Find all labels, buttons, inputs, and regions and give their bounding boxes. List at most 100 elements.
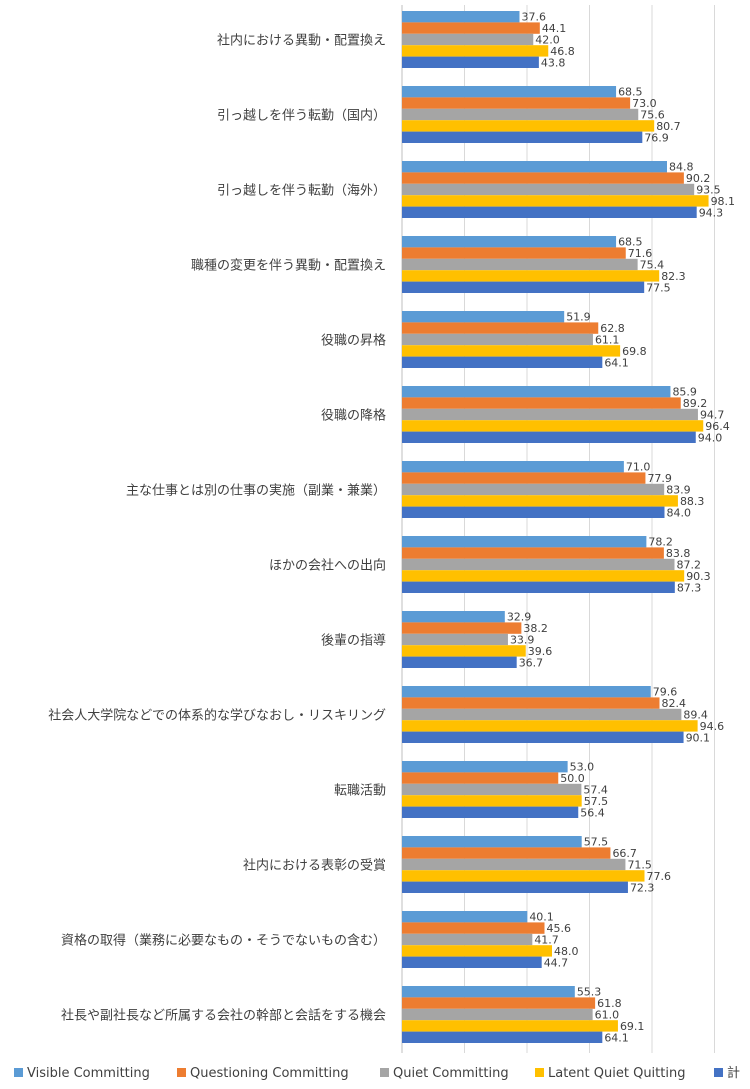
category-label: 役職の昇格 (321, 333, 386, 349)
bar (402, 11, 520, 23)
category-label: 社内における表彰の受賞 (243, 858, 386, 874)
bar (402, 720, 698, 732)
data-label: 84.0 (667, 506, 692, 519)
bar (402, 236, 617, 248)
data-label: 71.5 (627, 859, 652, 872)
data-label: 87.3 (677, 581, 702, 594)
bar (402, 558, 675, 571)
bar (402, 922, 545, 934)
bar (402, 858, 626, 871)
legend-label: Latent Quiet Quitting (548, 1066, 685, 1081)
bar (402, 33, 534, 46)
bar (402, 108, 639, 121)
data-label: 78.2 (648, 536, 673, 549)
bar (402, 183, 695, 196)
bar (402, 420, 704, 432)
data-label: 93.5 (696, 184, 721, 197)
bar (402, 997, 596, 1009)
data-label: 32.9 (507, 611, 532, 624)
bar (402, 258, 638, 271)
data-label: 89.2 (683, 397, 708, 410)
bar (402, 547, 664, 559)
data-label: 77.9 (647, 472, 672, 485)
bar (402, 206, 697, 218)
bar (402, 731, 684, 743)
category-label: 主な仕事とは別の仕事の実施（副業・兼業） (126, 483, 386, 499)
data-label: 88.3 (680, 495, 705, 508)
bar (402, 322, 599, 334)
data-label: 77.5 (646, 281, 671, 294)
data-label: 84.8 (669, 161, 694, 174)
bar (402, 495, 678, 507)
data-label: 46.8 (550, 45, 575, 58)
data-label: 61.1 (595, 334, 620, 347)
data-label: 41.7 (534, 934, 559, 947)
data-label: 38.2 (523, 622, 548, 635)
legend: Visible Committing Questioning Committing… (14, 1065, 740, 1081)
bar (402, 986, 575, 998)
bar (402, 311, 565, 323)
data-label: 83.9 (666, 484, 691, 497)
data-label: 57.5 (584, 795, 609, 808)
category-label: 社長や副社長など所属する会社の幹部と会話をする機会 (61, 1008, 386, 1024)
data-label: 62.8 (600, 322, 625, 335)
data-label: 94.7 (700, 409, 725, 422)
bar (402, 56, 539, 68)
bar (402, 45, 549, 57)
bar (402, 483, 665, 496)
bar (402, 161, 667, 173)
data-label: 69.8 (622, 345, 647, 358)
data-label: 71.0 (626, 461, 651, 474)
bar (402, 1008, 593, 1021)
data-label: 89.4 (683, 709, 708, 722)
bar (402, 22, 540, 34)
legend-label: Quiet Committing (393, 1066, 509, 1081)
bar (402, 86, 617, 98)
data-label: 68.5 (618, 86, 643, 99)
data-label: 61.8 (597, 997, 622, 1010)
data-label: 64.1 (604, 356, 629, 369)
data-label: 48.0 (554, 945, 579, 958)
category-label: 役職の降格 (321, 408, 386, 424)
bar (402, 431, 696, 443)
data-label: 85.9 (672, 386, 697, 399)
data-label: 61.0 (595, 1009, 620, 1022)
category-label: 引っ越しを伴う転勤（海外） (217, 184, 386, 199)
category-label: 社内における異動・配置換え (217, 33, 386, 49)
bar (402, 97, 631, 109)
legend-swatch (714, 1068, 723, 1077)
bar (402, 911, 528, 923)
data-label: 44.1 (542, 22, 567, 35)
bar (402, 881, 628, 893)
data-label: 77.6 (647, 870, 672, 883)
bar (402, 686, 651, 698)
category-label: 引っ越しを伴う転勤（国内） (217, 108, 386, 124)
category-label: 後輩の指導 (321, 634, 386, 649)
data-label: 44.7 (544, 956, 569, 969)
bar (402, 697, 660, 709)
category-label: 社会人大学院などでの体系的な学びなおし・リスキリング (48, 708, 386, 724)
category-label: 職種の変更を伴う異動・配置換え (191, 258, 386, 274)
bar (402, 345, 621, 357)
bar (402, 570, 685, 582)
data-label: 75.4 (640, 259, 665, 272)
bar (402, 131, 643, 143)
data-label: 57.4 (583, 784, 608, 797)
data-label: 94.0 (698, 431, 723, 444)
data-label: 76.9 (644, 131, 669, 144)
category-label: 資格の取得（業務に必要なもの・そうでないもの含む） (61, 933, 386, 949)
data-label: 71.6 (628, 247, 653, 260)
data-label: 73.0 (632, 97, 657, 110)
legend-label: Visible Committing (27, 1066, 150, 1081)
bar (402, 408, 698, 421)
data-label: 64.1 (604, 1031, 629, 1044)
bar (402, 761, 568, 773)
data-label: 43.8 (541, 56, 566, 69)
bar (402, 622, 522, 634)
data-label: 39.6 (528, 645, 553, 658)
bar (402, 956, 542, 968)
bar (402, 870, 645, 882)
bar (402, 795, 582, 807)
legend-swatch (380, 1068, 389, 1077)
